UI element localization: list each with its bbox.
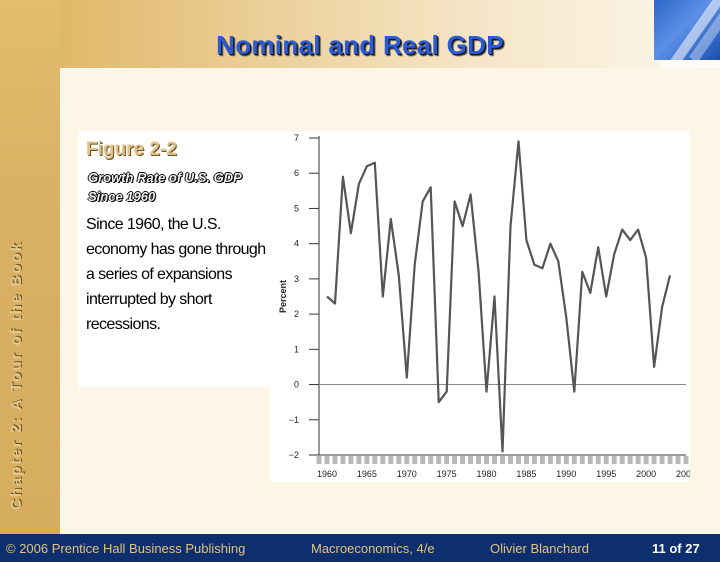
x-year-tick [523,456,529,464]
y-tick-label: 0 [294,380,299,390]
x-tick-label: 1960 [317,469,337,479]
x-tick-label: 1965 [357,469,377,479]
y-tick-label: 7 [294,133,299,143]
x-year-tick [611,456,617,464]
x-year-tick [380,456,386,464]
figure-description: Since 1960, the U.S. economy has gone th… [86,216,266,333]
x-year-tick [476,456,482,464]
x-year-tick [627,456,633,464]
y-axis-label: Percent [278,280,288,313]
y-tick-label: −2 [289,450,299,460]
footer-bar: © 2006 Prentice Hall Business Publishing… [0,534,720,562]
x-year-tick [452,456,458,464]
x-year-tick [444,456,450,464]
x-year-tick [388,456,394,464]
x-year-tick [436,456,442,464]
x-year-tick [539,456,545,464]
x-tick-label: 1985 [516,469,536,479]
footer-author: Olivier Blanchard [490,541,589,556]
x-year-tick [515,456,521,464]
x-year-tick [332,456,338,464]
x-tick-label: 1995 [596,469,616,479]
x-year-tick [372,456,378,464]
x-year-tick [675,456,681,464]
x-year-tick [340,456,346,464]
y-tick-label: 4 [294,239,299,249]
x-year-tick [404,456,410,464]
x-year-tick [667,456,673,464]
x-tick-label: 2000 [636,469,656,479]
x-year-tick [587,456,593,464]
x-year-tick [563,456,569,464]
slide-title: Nominal and Real GDP [216,30,504,60]
x-year-tick [356,456,362,464]
footer-copyright: © 2006 Prentice Hall Business Publishing [6,541,246,556]
x-year-tick [603,456,609,464]
top-decor-band [60,0,660,68]
x-year-tick [468,456,474,464]
x-year-tick [500,456,505,464]
figure-label: Figure 2-2 [86,139,177,160]
x-year-tick [348,456,354,464]
gdp-growth-chart: −2 −1 0 1 2 3 4 5 6 7 Percent 1960 1965 1970 1975 1980 1… [270,131,690,482]
corner-logo-icon [654,0,720,60]
x-year-tick [507,456,513,464]
x-tick-label: 1990 [556,469,576,479]
x-year-tick [484,456,490,464]
x-year-tick [492,456,498,464]
left-decor-band [0,0,60,534]
x-year-tick [547,456,553,464]
x-tick-label: 1980 [477,469,497,479]
x-year-tick [396,456,402,464]
x-year-tick [420,456,426,464]
chapter-label: Chapter 2: A Tour of the Book [8,240,25,510]
figure-subtitle: Growth Rate of U.S. GDP Since 1960 [88,170,242,204]
x-tick-label: 2005 [676,469,690,479]
figure-text-panel: Figure 2-2 Growth Rate of U.S. GDP Since… [78,131,270,387]
x-year-tick [659,456,665,464]
x-year-tick [579,456,585,464]
y-tick-label: 6 [294,168,299,178]
x-year-tick [316,456,322,464]
y-tick-label: −1 [289,415,299,425]
x-year-tick [683,456,689,464]
x-year-tick [364,456,370,464]
x-year-tick [651,456,657,464]
x-year-tick [460,456,466,464]
x-year-tick [635,456,641,464]
x-year-tick [571,456,577,464]
y-tick-label: 1 [294,344,299,354]
x-year-tick [324,456,330,464]
y-tick-label: 5 [294,203,299,213]
x-year-tick [531,456,537,464]
x-year-tick [555,456,561,464]
x-year-tick [428,456,434,464]
x-year-tick [643,456,649,464]
x-tick-label: 1975 [437,469,457,479]
gdp-growth-series-line [326,140,672,453]
y-tick-label: 3 [294,274,299,284]
x-year-tick [412,456,418,464]
x-year-tick [595,456,601,464]
y-tick-label: 2 [294,309,299,319]
footer-book: Macroeconomics, 4/e [311,541,435,556]
page-number: 11 of 27 [652,541,700,556]
x-year-tick [619,456,625,464]
x-tick-label: 1970 [397,469,417,479]
